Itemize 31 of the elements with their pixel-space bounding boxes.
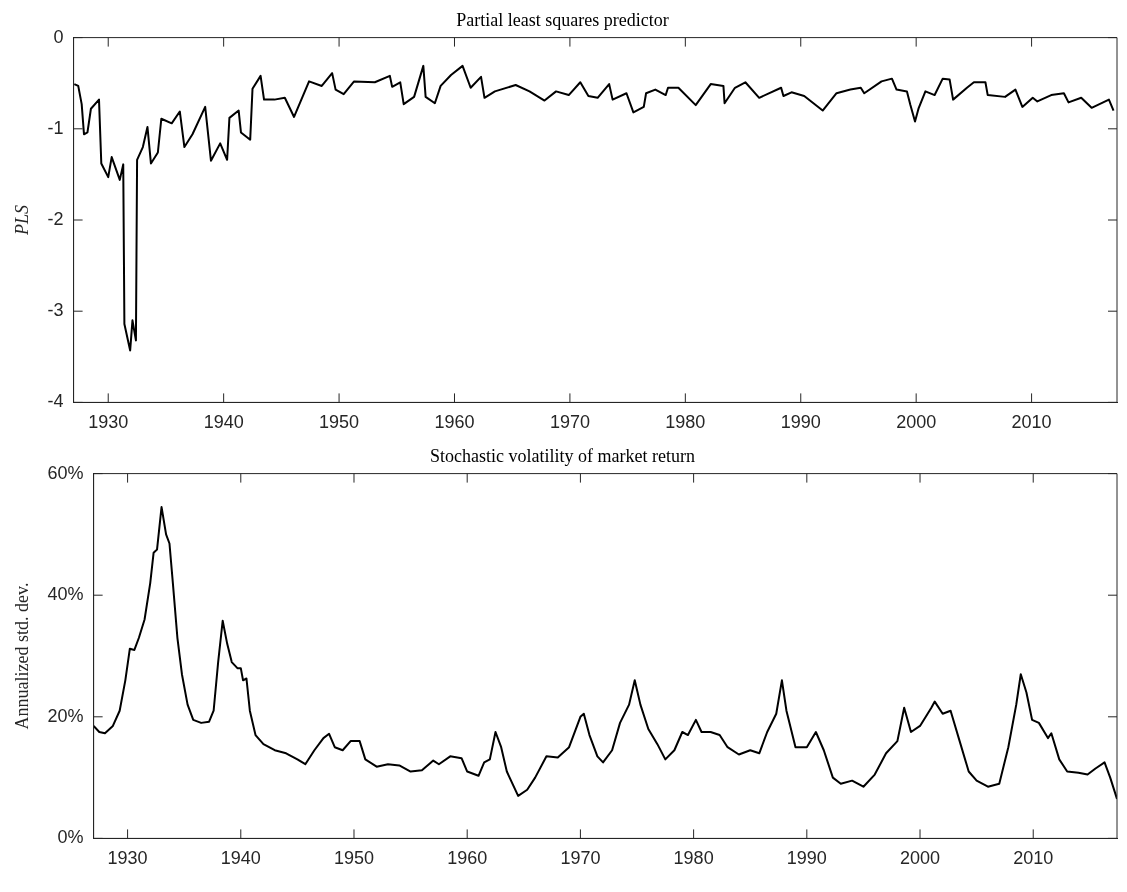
x-tick-label: 2010: [1013, 848, 1054, 869]
y-tick-label: 20%: [47, 705, 84, 726]
chart-title: Stochastic volatility of market return: [430, 445, 695, 466]
x-tick-label: 1970: [560, 848, 601, 869]
x-tick-label: 1930: [88, 412, 129, 433]
chart-title: Partial least squares predictor: [456, 9, 669, 30]
y-tick-label: -1: [47, 117, 64, 138]
y-tick-label: 40%: [47, 584, 84, 605]
x-tick-label: 2000: [900, 848, 941, 869]
x-tick-label: 1990: [786, 848, 827, 869]
x-tick-label: 1970: [549, 412, 590, 433]
y-tick-label: 0: [53, 26, 64, 47]
x-tick-label: 1930: [107, 848, 148, 869]
x-tick-label: 1960: [434, 412, 475, 433]
x-tick-label: 1990: [780, 412, 821, 433]
y-tick-label: 0%: [57, 827, 84, 848]
x-tick-label: 2010: [1011, 412, 1052, 433]
x-tick-label: 1960: [447, 848, 488, 869]
y-tick-label: -2: [47, 208, 64, 229]
x-tick-label: 1980: [665, 412, 706, 433]
y-tick-label: 60%: [47, 462, 84, 483]
x-tick-label: 2000: [896, 412, 937, 433]
x-tick-label: 1940: [220, 848, 261, 869]
x-tick-label: 1980: [673, 848, 714, 869]
y-tick-label: -3: [47, 300, 64, 321]
x-tick-label: 1940: [203, 412, 244, 433]
x-tick-label: 1950: [333, 848, 375, 869]
y-tick-label: -4: [47, 391, 64, 412]
y-axis-title: Annualized std. dev.: [11, 582, 32, 730]
x-tick-label: 1950: [319, 412, 360, 433]
y-axis-title: PLS: [11, 204, 32, 237]
